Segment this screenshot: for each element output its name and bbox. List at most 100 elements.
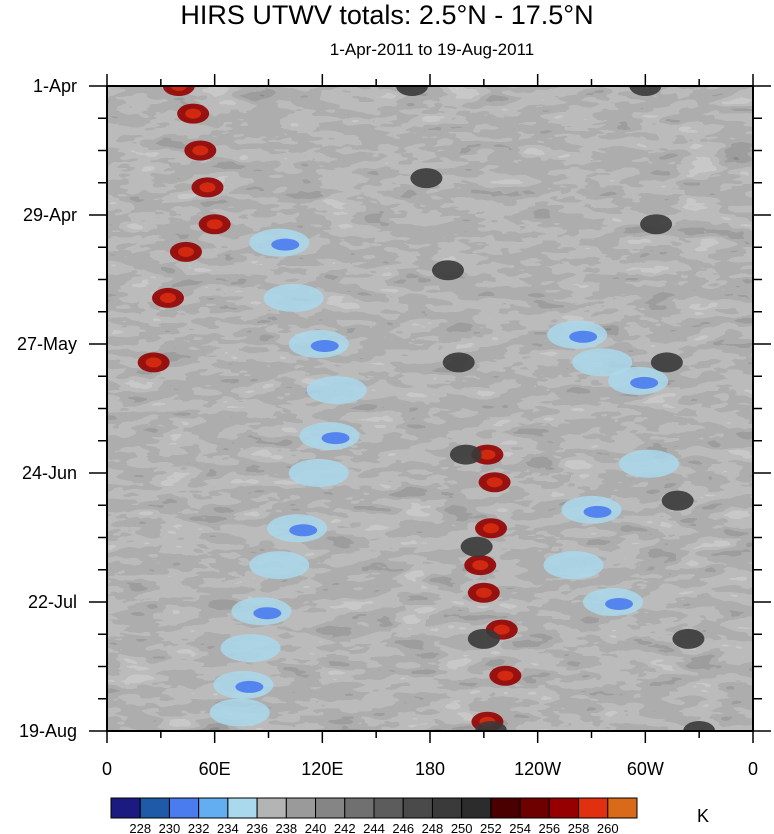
- feature-blob: [543, 551, 604, 580]
- feature-core: [160, 292, 177, 303]
- feature-core: [493, 624, 510, 635]
- colorbar-swatch: [256, 797, 287, 819]
- feature-core: [271, 238, 300, 251]
- feature-blob: [410, 168, 443, 189]
- colorbar-label: 230: [159, 821, 181, 834]
- chart-subtitle: 1-Apr-2011 to 19-Aug-2011: [329, 40, 535, 59]
- feature-core: [605, 598, 634, 610]
- feature-blob: [672, 628, 705, 649]
- feature-core: [475, 587, 492, 598]
- colorbar-swatch: [490, 797, 521, 819]
- feature-blob: [396, 86, 429, 96]
- feature-core: [483, 523, 500, 534]
- feature-core: [310, 340, 339, 352]
- feature-blob: [683, 721, 716, 731]
- colorbar-swatch: [402, 797, 433, 819]
- feature-core: [145, 357, 162, 368]
- colorbar-unit: K: [697, 806, 709, 826]
- colorbar-label: 238: [275, 821, 297, 834]
- y-axis: 1-Apr 29-Apr 27-May 24-Jun 22-Jul 19-Aug: [17, 76, 771, 741]
- feature-core: [321, 432, 350, 445]
- feature-core: [199, 182, 216, 193]
- feature-core: [630, 376, 659, 389]
- x-tick-label: 0: [748, 759, 758, 779]
- y-tick-label: 27-May: [17, 334, 77, 354]
- colorbar-label: 234: [217, 821, 239, 834]
- feature-blob: [263, 283, 324, 312]
- colorbar-label: 248: [422, 821, 444, 834]
- colorbar-label: 260: [597, 821, 619, 834]
- colorbar-swatch: [548, 797, 580, 819]
- colorbar: 228 230 232 234 236 238 240 242 244 246 248 250 252 2…: [110, 797, 709, 834]
- feature-core: [289, 524, 318, 537]
- x-tick-label: 120E: [301, 759, 343, 779]
- feature-core: [472, 560, 489, 571]
- x-tick-label: 60W: [627, 759, 664, 779]
- heatmap-features: [137, 86, 716, 731]
- feature-core: [177, 246, 194, 257]
- colorbar-label: 256: [538, 821, 560, 834]
- colorbar-swatch: [285, 797, 317, 819]
- colorbar-label: 240: [305, 821, 327, 834]
- colorbar-swatch: [198, 797, 229, 819]
- feature-core: [206, 219, 223, 230]
- colorbar-label: 228: [129, 821, 151, 834]
- colorbar-swatch: [110, 797, 141, 819]
- feature-blob: [249, 551, 310, 580]
- colorbar-swatch: [315, 797, 346, 819]
- feature-core: [486, 477, 503, 488]
- feature-core: [569, 330, 598, 343]
- colorbar-swatch: [431, 797, 463, 819]
- x-tick-label: 120W: [514, 759, 561, 779]
- colorbar-label: 252: [480, 821, 502, 834]
- chart-title: HIRS UTWV totals: 2.5°N - 17.5°N: [180, 0, 594, 30]
- feature-blob: [288, 459, 349, 487]
- x-tick-label: 180: [415, 759, 445, 779]
- colorbar-swatch: [519, 797, 550, 819]
- colorbar-swatch: [168, 797, 200, 819]
- feature-blob: [661, 490, 694, 511]
- colorbar-label: 244: [363, 821, 385, 834]
- y-tick-label: 22-Jul: [28, 592, 77, 612]
- feature-blob: [306, 376, 367, 405]
- x-tick-label: 60E: [199, 759, 231, 779]
- feature-blob: [618, 449, 679, 478]
- feature-blob: [629, 86, 662, 96]
- feature-core: [235, 680, 264, 693]
- colorbar-swatch: [461, 797, 492, 819]
- feature-blob: [650, 352, 683, 373]
- colorbar-swatch: [578, 797, 609, 819]
- feature-blob: [209, 698, 270, 727]
- feature-blob: [572, 348, 633, 377]
- colorbar-swatch: [227, 797, 258, 819]
- y-tick-label: 19-Aug: [19, 721, 77, 741]
- feature-blob: [640, 214, 673, 235]
- x-axis: 0 60E 120E 180 120W 60W 0: [102, 74, 758, 779]
- colorbar-label: 254: [509, 821, 531, 834]
- colorbar-label: 236: [246, 821, 268, 834]
- colorbar-swatch: [344, 797, 375, 819]
- colorbar-label: 232: [188, 821, 210, 834]
- colorbar-swatch: [139, 797, 170, 819]
- feature-blob: [442, 352, 475, 373]
- feature-core: [192, 145, 209, 156]
- colorbar-label: 250: [451, 821, 473, 834]
- feature-blob: [467, 628, 500, 649]
- y-tick-label: 29-Apr: [23, 205, 77, 225]
- feature-core: [185, 108, 202, 119]
- feature-blob: [449, 444, 482, 465]
- colorbar-label: 258: [568, 821, 590, 834]
- feature-blob: [431, 260, 464, 281]
- colorbar-swatch: [373, 797, 404, 819]
- feature-core: [497, 670, 514, 681]
- colorbar-label: 242: [334, 821, 356, 834]
- colorbar-label: 246: [392, 821, 414, 834]
- feature-core: [253, 607, 282, 620]
- feature-blob: [460, 536, 493, 557]
- feature-core: [583, 505, 612, 518]
- feature-core: [170, 86, 187, 91]
- x-tick-label: 0: [102, 759, 112, 779]
- y-tick-label: 1-Apr: [33, 76, 77, 96]
- y-tick-label: 24-Jun: [22, 463, 77, 483]
